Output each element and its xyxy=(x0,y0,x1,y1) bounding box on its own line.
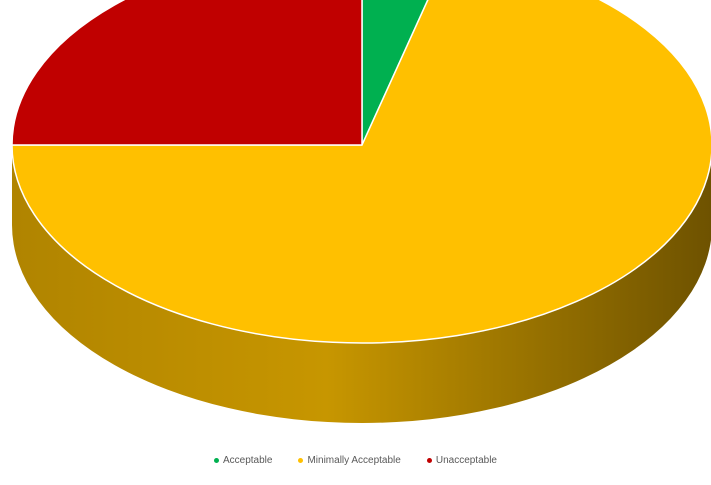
legend-item-acceptable: Acceptable xyxy=(213,455,273,466)
pie-side-minimally-acceptable xyxy=(12,145,711,423)
legend-item-minimally-acceptable: Minimally Acceptable xyxy=(298,455,401,466)
legend-swatch-minimally-acceptable xyxy=(298,458,304,463)
legend-label-acceptable: Acceptable xyxy=(222,455,273,466)
chart-legend: Acceptable Minimally Acceptable Unaccept… xyxy=(0,455,711,466)
legend-label-minimally-acceptable: Minimally Acceptable xyxy=(307,455,401,466)
pie-slice-minimally-acceptable xyxy=(11,0,711,344)
pie-depth-group xyxy=(12,145,711,423)
pie-slice-unacceptable xyxy=(11,0,363,146)
pie-slices-group xyxy=(11,0,711,344)
legend-item-unacceptable: Unacceptable xyxy=(426,455,497,466)
legend-label-unacceptable: Unacceptable xyxy=(435,455,497,466)
legend-swatch-unacceptable xyxy=(426,458,432,463)
legend-swatch-acceptable xyxy=(213,458,219,463)
